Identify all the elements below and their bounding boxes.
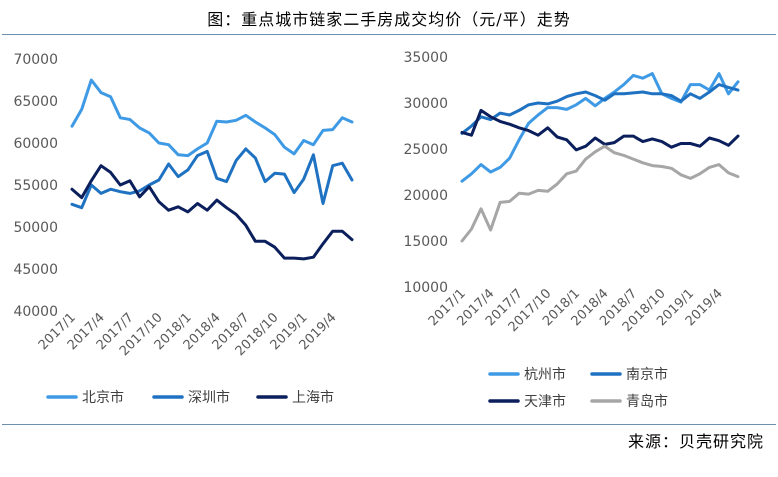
- y-tick-label: 25000: [403, 142, 448, 158]
- legend-label: 北京市: [82, 389, 124, 406]
- legend-label: 杭州市: [524, 366, 566, 383]
- legend-label: 天津市: [524, 393, 566, 410]
- series-line: [70, 147, 354, 210]
- y-tick-label: 65000: [13, 94, 58, 110]
- title-divider: [2, 34, 776, 35]
- source-note: 来源：贝壳研究院: [627, 432, 764, 451]
- series-line: [70, 164, 354, 261]
- legend-label: 青岛市: [626, 393, 668, 410]
- y-tick-label: 20000: [403, 188, 448, 204]
- series-line: [460, 144, 740, 243]
- y-tick-label: 45000: [13, 262, 58, 278]
- legend-label: 深圳市: [188, 389, 230, 406]
- footer-divider: [2, 424, 776, 425]
- y-tick-label: 55000: [13, 178, 58, 194]
- series-line: [460, 72, 740, 183]
- y-tick-label: 15000: [403, 234, 448, 250]
- series-line: [460, 108, 740, 152]
- y-tick-label: 40000: [13, 304, 58, 320]
- y-tick-label: 35000: [403, 50, 448, 66]
- y-tick-label: 30000: [403, 96, 448, 112]
- legend-label: 上海市: [292, 389, 334, 406]
- y-tick-label: 50000: [13, 220, 58, 236]
- y-tick-label: 70000: [13, 52, 58, 68]
- y-tick-label: 60000: [13, 136, 58, 152]
- series-line: [460, 83, 740, 135]
- y-tick-label: 10000: [403, 280, 448, 296]
- page-title: 图：重点城市链家二手房成交均价（元/平）走势: [207, 10, 571, 29]
- series-line: [70, 78, 354, 158]
- legend-label: 南京市: [626, 366, 668, 383]
